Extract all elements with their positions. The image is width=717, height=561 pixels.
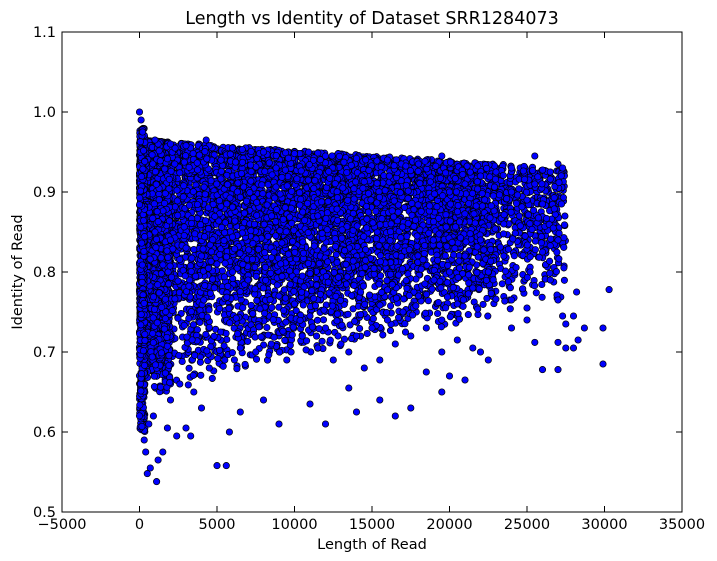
data-point xyxy=(506,284,514,292)
data-point xyxy=(223,335,231,344)
data-point xyxy=(241,360,249,368)
data-point xyxy=(252,272,260,280)
data-point xyxy=(538,280,546,289)
data-point xyxy=(299,301,307,309)
data-point xyxy=(532,289,540,297)
data-point xyxy=(531,282,539,290)
data-point xyxy=(479,300,487,308)
data-point xyxy=(552,268,560,276)
data-point xyxy=(401,328,410,336)
data-point xyxy=(464,311,472,319)
data-point xyxy=(434,309,442,318)
data-point xyxy=(560,264,568,272)
scatter-points xyxy=(135,108,613,486)
data-point xyxy=(492,295,500,303)
data-point xyxy=(344,310,352,318)
data-point xyxy=(498,280,506,288)
data-point xyxy=(560,276,568,284)
data-point xyxy=(253,297,261,305)
chart-title: Length vs Identity of Dataset SRR1284073 xyxy=(185,9,558,29)
data-point xyxy=(184,381,192,389)
data-point xyxy=(268,303,276,312)
data-point xyxy=(189,371,197,379)
data-point xyxy=(313,316,322,324)
data-point xyxy=(230,356,238,364)
data-point xyxy=(506,305,514,313)
data-point xyxy=(387,302,395,310)
data-point xyxy=(218,267,226,275)
data-point xyxy=(251,263,259,271)
data-point xyxy=(263,323,271,332)
data-point xyxy=(369,315,377,323)
data-point xyxy=(560,243,568,251)
data-point xyxy=(537,232,546,241)
data-point xyxy=(531,246,539,254)
data-point xyxy=(379,331,387,339)
